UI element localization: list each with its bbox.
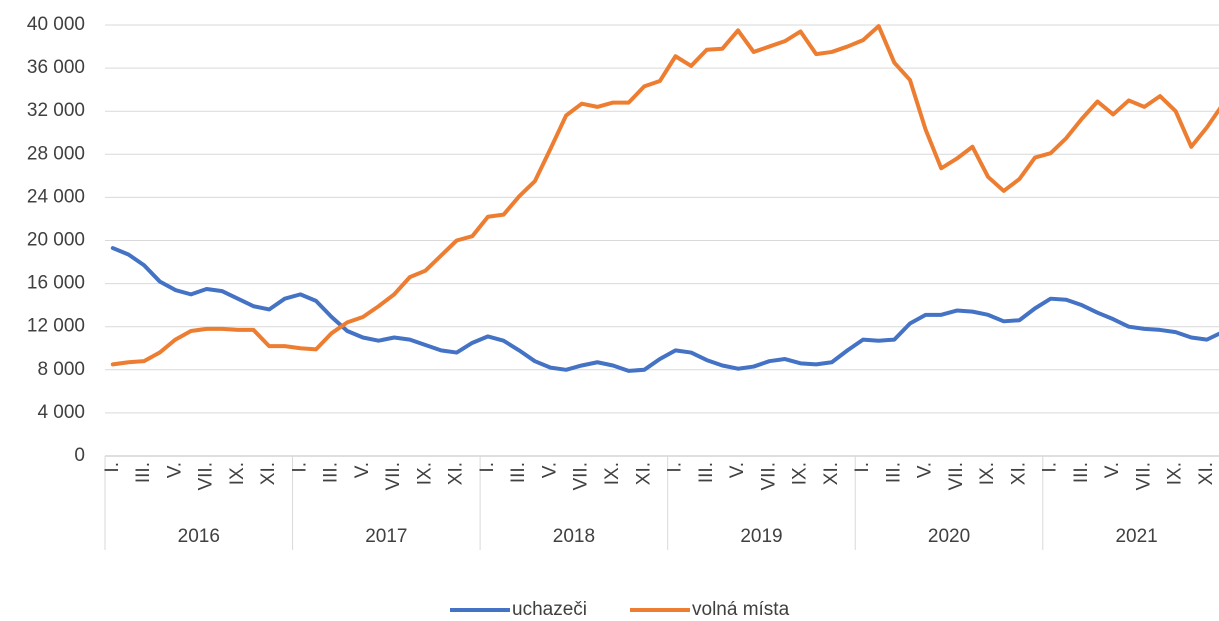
x-tick-label: XI. [446,462,467,485]
legend-label: uchazeči [512,599,587,620]
series-line [110,246,1219,373]
x-tick-label: IX. [977,462,998,485]
x-tick-label: VII. [383,462,404,491]
y-tick-label: 16 000 [27,273,85,294]
x-tick-label: V. [352,462,373,478]
y-tick-label: 28 000 [27,143,85,164]
x-tick-label: VII. [1133,462,1154,491]
y-tick-label: 20 000 [27,230,85,251]
x-tick-label: V. [727,462,748,478]
x-tick-label: III. [508,462,529,483]
x-tick-label: I. [852,462,873,473]
x-tick-label: III. [696,462,717,483]
x-tick-label: XI. [258,462,279,485]
x-tick-label: IX. [414,462,435,485]
x-tick-label: III. [321,462,342,483]
x-tick-label: V. [1102,462,1123,478]
x-tick-label: I. [665,462,686,473]
x-tick-label: V. [539,462,560,478]
x-tick-label: XI. [1008,462,1029,485]
x-tick-label: V. [915,462,936,478]
y-tick-label: 8 000 [37,359,85,380]
x-tick-label: VII. [571,462,592,491]
x-tick-label: XI. [633,462,654,485]
y-tick-label: 12 000 [27,316,85,337]
x-tick-label: IX. [790,462,811,485]
y-tick-label: 36 000 [27,57,85,78]
x-tick-label: III. [133,462,154,483]
x-group-label: 2019 [740,526,782,547]
x-group-label: 2018 [553,526,595,547]
y-tick-label: 4 000 [37,402,85,423]
x-tick-label: IX. [1165,462,1186,485]
x-tick-label: I. [102,462,123,473]
x-tick-label: IX. [602,462,623,485]
x-tick-label: IX. [227,462,248,485]
x-tick-label: I. [289,462,310,473]
x-group-label: 2020 [928,526,970,547]
x-tick-label: VII. [946,462,967,491]
legend-label: volná místa [692,599,790,620]
x-tick-label: I. [1040,462,1061,473]
x-tick-label: XI. [1196,462,1217,485]
x-tick-label: VII. [196,462,217,491]
x-group-label: 2016 [178,526,220,547]
series-line [110,24,1219,367]
y-tick-label: 0 [74,445,85,466]
x-tick-label: III. [883,462,904,483]
x-group-label: 2021 [1115,526,1157,547]
x-tick-label: VII. [758,462,779,491]
x-tick-label: III. [1071,462,1092,483]
y-tick-label: 32 000 [27,100,85,121]
x-tick-label: XI. [821,462,842,485]
y-tick-label: 40 000 [27,14,85,35]
x-group-label: 2017 [365,526,407,547]
y-tick-label: 24 000 [27,186,85,207]
x-tick-label: V. [164,462,185,478]
x-tick-label: I. [477,462,498,473]
